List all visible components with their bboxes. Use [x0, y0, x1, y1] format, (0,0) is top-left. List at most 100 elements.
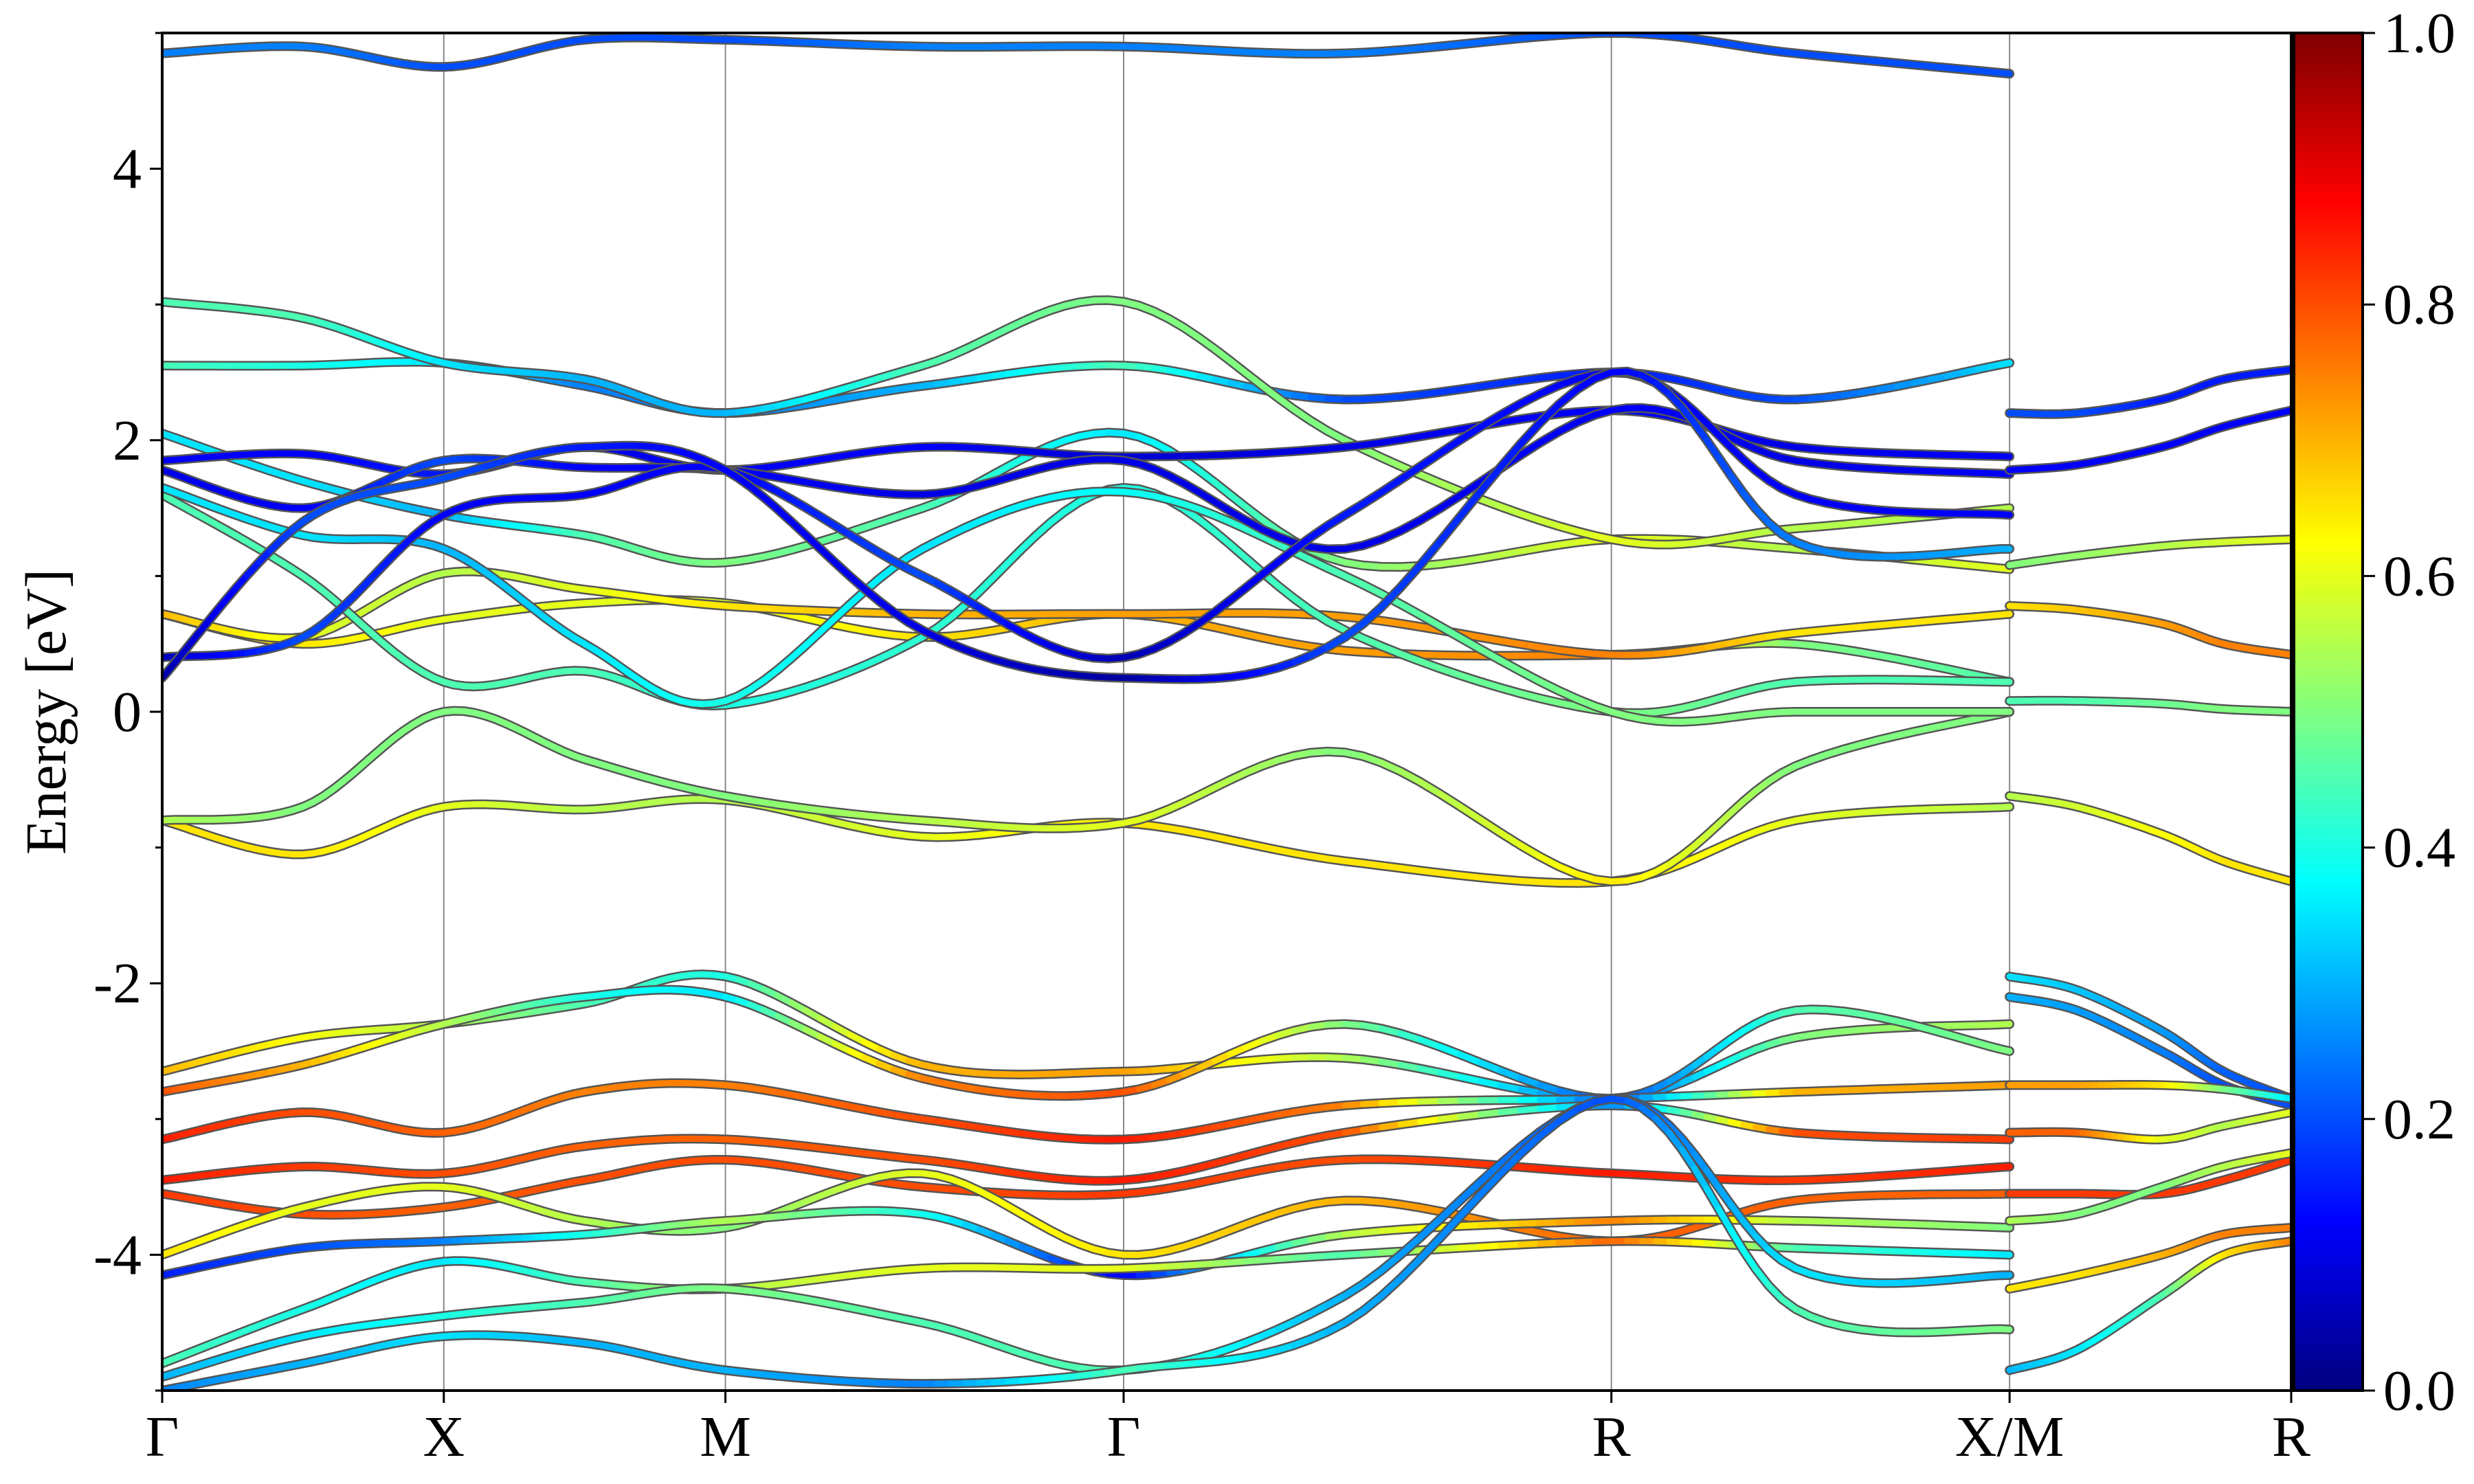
band-segment	[1242, 554, 1265, 575]
band-segment	[1324, 633, 1348, 651]
colorbar-tick-label: 0.2	[2383, 1088, 2455, 1151]
band-segment	[1212, 597, 1234, 616]
band-segment	[1397, 562, 1424, 591]
band-segment	[1359, 1198, 1385, 1206]
colorbar-tick-label: 0.0	[2383, 1359, 2455, 1423]
band-segment	[1359, 1267, 1385, 1288]
band-segment	[1457, 1111, 1484, 1120]
band-segment	[1378, 454, 1404, 469]
band-segment	[1274, 582, 1297, 602]
band-segment	[1998, 505, 2013, 513]
y-tick-label: 4	[113, 137, 142, 201]
band-segment	[1359, 635, 1385, 649]
band-segment	[1359, 1249, 1385, 1257]
band-segment	[1477, 496, 1504, 510]
band-17	[162, 1078, 2015, 1145]
band-segment	[1437, 386, 1464, 396]
band-segment	[1341, 1307, 1366, 1326]
band-segment	[1728, 472, 1746, 496]
colorbar-tick-label: 0.8	[2383, 273, 2455, 337]
band-segment	[1437, 1044, 1464, 1058]
band-segment	[1417, 867, 1444, 877]
band-segment	[1417, 471, 1444, 486]
band-segment	[1537, 1104, 1562, 1112]
colorbar-tick-label: 0.4	[2383, 816, 2455, 880]
band-segment	[1307, 644, 1331, 659]
band-segment	[1417, 1235, 1444, 1262]
band-segment	[1258, 382, 1281, 401]
band-segment	[1397, 433, 1424, 443]
band-segment	[1679, 1136, 1698, 1158]
band-segment	[1691, 420, 1710, 444]
band-segment	[1477, 874, 1504, 883]
band-27	[2005, 535, 2291, 570]
band-segment	[1212, 479, 1234, 498]
band-segment	[803, 532, 823, 552]
band-segment	[1477, 552, 1504, 562]
band-segment	[1378, 1275, 1404, 1300]
band-segment	[1998, 69, 2013, 77]
band-segment	[1341, 501, 1366, 518]
x-tick-label: R	[2272, 1405, 2310, 1469]
y-tick-label: 2	[113, 409, 142, 473]
band-segment	[1378, 1251, 1404, 1274]
band-segment	[1417, 429, 1444, 440]
band-segment	[1537, 1118, 1562, 1140]
band-segment	[1324, 428, 1348, 444]
band-24	[162, 1094, 2015, 1391]
band-6	[162, 483, 2015, 727]
band-segment	[1477, 646, 1504, 664]
band-segment	[1378, 1121, 1404, 1131]
y-tick-label: -2	[93, 952, 142, 1015]
band-segment	[1227, 357, 1249, 376]
band-segment	[1378, 1099, 1404, 1107]
band-30	[2005, 791, 2291, 886]
band-segment	[1359, 445, 1385, 461]
band-segment	[1517, 668, 1544, 685]
band-segment	[1437, 1069, 1464, 1080]
band-segment	[1212, 528, 1234, 548]
band-segment	[1477, 1109, 1504, 1118]
band-segment	[1537, 428, 1562, 446]
band-segment	[1341, 620, 1366, 640]
band-segment	[1359, 536, 1385, 549]
band-segment	[1517, 690, 1544, 701]
band-36	[2005, 1148, 2291, 1226]
band-segment	[1258, 559, 1281, 578]
band-segment	[1227, 491, 1249, 510]
band-segment	[1018, 532, 1039, 552]
band-outline	[162, 985, 2015, 1104]
band-segment	[1704, 1167, 1722, 1191]
band-segment	[1437, 513, 1464, 545]
band-segment	[1517, 1164, 1544, 1172]
band-segment	[1359, 562, 1385, 570]
band-segment	[1497, 638, 1524, 648]
colorbar-axis: 0.0 0.2 0.4 0.6 0.8 1.0	[2363, 1, 2455, 1423]
band-segment	[1477, 1160, 1504, 1185]
band-segment	[1397, 45, 1424, 54]
y-axis-title: Energy [eV]	[14, 569, 78, 855]
band-segment	[1397, 1234, 1424, 1258]
colorbar	[2293, 32, 2364, 1392]
band-segment	[1457, 672, 1484, 685]
band-segment	[1359, 753, 1385, 766]
band-segment	[1196, 467, 1218, 486]
band-outline	[162, 295, 2015, 550]
band-segment	[1397, 463, 1424, 483]
band-segment	[1517, 440, 1544, 459]
band-segment	[1397, 1225, 1424, 1233]
band-segment	[1359, 581, 1385, 597]
band-segment	[1417, 450, 1444, 470]
band-segment	[1359, 1293, 1385, 1314]
band-segment	[1537, 1229, 1562, 1239]
band-segment	[1555, 386, 1581, 408]
band-segment	[817, 615, 838, 636]
band-segment	[1998, 1046, 2013, 1055]
band-segment	[1574, 696, 1598, 710]
x-tick-label: X/M	[1955, 1405, 2064, 1469]
band-segment	[1998, 1021, 2013, 1028]
band-segment	[1307, 417, 1331, 434]
band-segment	[1537, 1081, 1562, 1094]
band-segment	[1765, 1282, 1785, 1303]
band-segment	[1437, 1213, 1464, 1241]
